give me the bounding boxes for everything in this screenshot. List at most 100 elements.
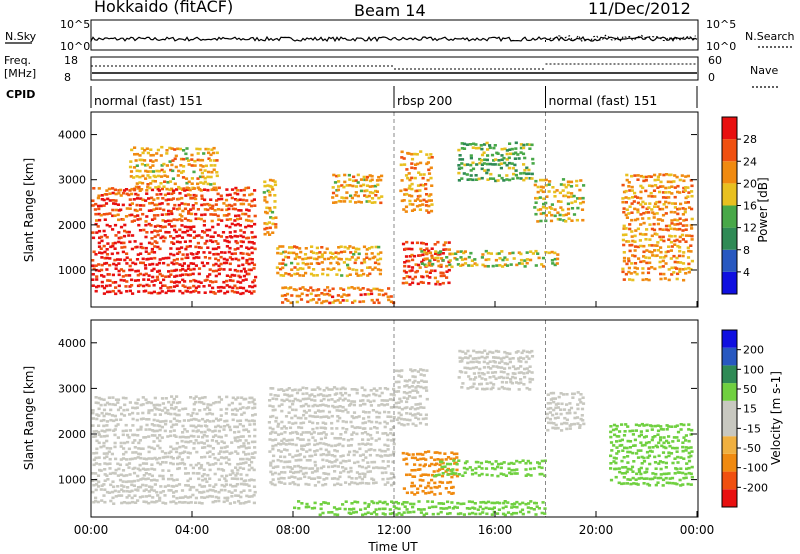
heatmap-cell — [315, 469, 319, 473]
heatmap-cell — [124, 429, 128, 432]
heatmap-cell — [667, 441, 671, 445]
heatmap-cell — [294, 421, 298, 425]
heatmap-cell — [234, 494, 238, 497]
heatmap-cell — [134, 192, 138, 196]
heatmap-cell — [386, 464, 390, 468]
heatmap-cell — [374, 420, 379, 424]
heatmap-cell — [371, 185, 375, 188]
heatmap-cell — [209, 280, 213, 283]
heatmap-cell — [478, 375, 482, 378]
heatmap-cell — [239, 490, 243, 494]
heatmap-cell — [564, 220, 568, 223]
heatmap-cell — [316, 393, 320, 397]
heatmap-cell — [186, 479, 190, 483]
heatmap-cell — [339, 461, 343, 465]
heatmap-cell — [199, 164, 203, 167]
heatmap-cell — [283, 250, 287, 254]
heatmap-cell — [247, 419, 251, 423]
heatmap-cell — [315, 449, 319, 452]
heatmap-cell — [108, 290, 112, 294]
heatmap-cell — [508, 148, 512, 151]
heatmap-cell — [486, 148, 490, 151]
heatmap-cell — [108, 257, 112, 260]
heatmap-cell — [487, 258, 491, 261]
heatmap-cell — [661, 228, 665, 231]
heatmap-cell — [239, 202, 243, 206]
heatmap-cell — [559, 392, 563, 395]
heatmap-cell — [99, 403, 103, 407]
heatmap-cell — [146, 185, 150, 189]
heatmap-cell — [214, 203, 218, 206]
heatmap-cell — [369, 289, 373, 292]
heatmap-cell — [413, 463, 417, 466]
heatmap-cell — [188, 273, 192, 276]
heatmap-cell — [447, 241, 451, 244]
heatmap-cell — [228, 473, 232, 476]
heatmap-cell — [194, 279, 198, 283]
heatmap-cell — [419, 484, 423, 488]
heatmap-cell — [241, 424, 245, 428]
heatmap-cell — [545, 416, 549, 420]
heatmap-cell — [553, 397, 557, 400]
heatmap-cell — [358, 481, 362, 485]
heatmap-cell — [462, 251, 466, 255]
heatmap-cell — [169, 168, 173, 172]
heatmap-cell — [370, 477, 374, 481]
heatmap-cell — [339, 483, 343, 486]
heatmap-cell — [355, 388, 359, 392]
heatmap-cell — [634, 482, 639, 486]
heatmap-cell — [192, 284, 196, 288]
heatmap-cell — [236, 280, 240, 284]
heatmap-cell — [413, 375, 417, 379]
heatmap-cell — [513, 372, 517, 375]
heatmap-cell — [252, 485, 257, 488]
heatmap-cell — [377, 293, 381, 296]
heatmap-cell — [180, 273, 185, 277]
heatmap-cell — [669, 173, 673, 177]
heatmap-cell — [344, 481, 348, 484]
heatmap-cell — [684, 240, 688, 243]
heatmap-cell — [486, 362, 490, 365]
heatmap-cell — [437, 502, 441, 505]
heatmap-cell — [247, 434, 252, 438]
heatmap-cell — [242, 483, 246, 486]
heatmap-cell — [281, 258, 285, 262]
heatmap-cell — [410, 481, 414, 485]
heatmap-cell — [158, 428, 162, 432]
heatmap-cell — [299, 298, 304, 301]
heatmap-cell — [439, 271, 443, 275]
heatmap-cell — [329, 256, 333, 259]
heatmap-cell — [466, 356, 470, 360]
heatmap-cell — [174, 154, 178, 158]
heatmap-cell — [427, 282, 431, 285]
heatmap-cell — [471, 366, 475, 370]
heatmap-cell — [489, 172, 493, 176]
heatmap-cell — [625, 470, 629, 474]
heatmap-cell — [665, 428, 669, 431]
heatmap-cell — [617, 450, 621, 453]
heatmap-cell — [410, 152, 414, 156]
heatmap-cell — [363, 427, 367, 430]
heatmap-cell — [480, 355, 484, 359]
heatmap-cell — [429, 193, 433, 196]
heatmap-cell — [337, 174, 341, 177]
heatmap-cell — [415, 204, 420, 208]
heatmap-cell — [341, 398, 345, 402]
heatmap-cell — [362, 245, 367, 249]
heatmap-cell — [339, 391, 343, 395]
heatmap-cell — [168, 188, 172, 192]
heatmap-cell — [630, 202, 634, 205]
heatmap-cell — [333, 454, 337, 458]
heatmap-cell — [518, 510, 523, 514]
heatmap-cell — [141, 462, 146, 465]
heatmap-cell — [508, 360, 512, 364]
heatmap-cell — [156, 292, 160, 295]
heatmap-cell — [105, 193, 109, 196]
heatmap-cell — [526, 473, 530, 476]
heatmap-cell — [148, 263, 152, 266]
heatmap-cell — [206, 275, 210, 278]
heatmap-cell — [386, 433, 390, 437]
heatmap-cell — [281, 274, 286, 277]
heatmap-cell — [549, 391, 553, 395]
heatmap-cell — [690, 227, 694, 230]
